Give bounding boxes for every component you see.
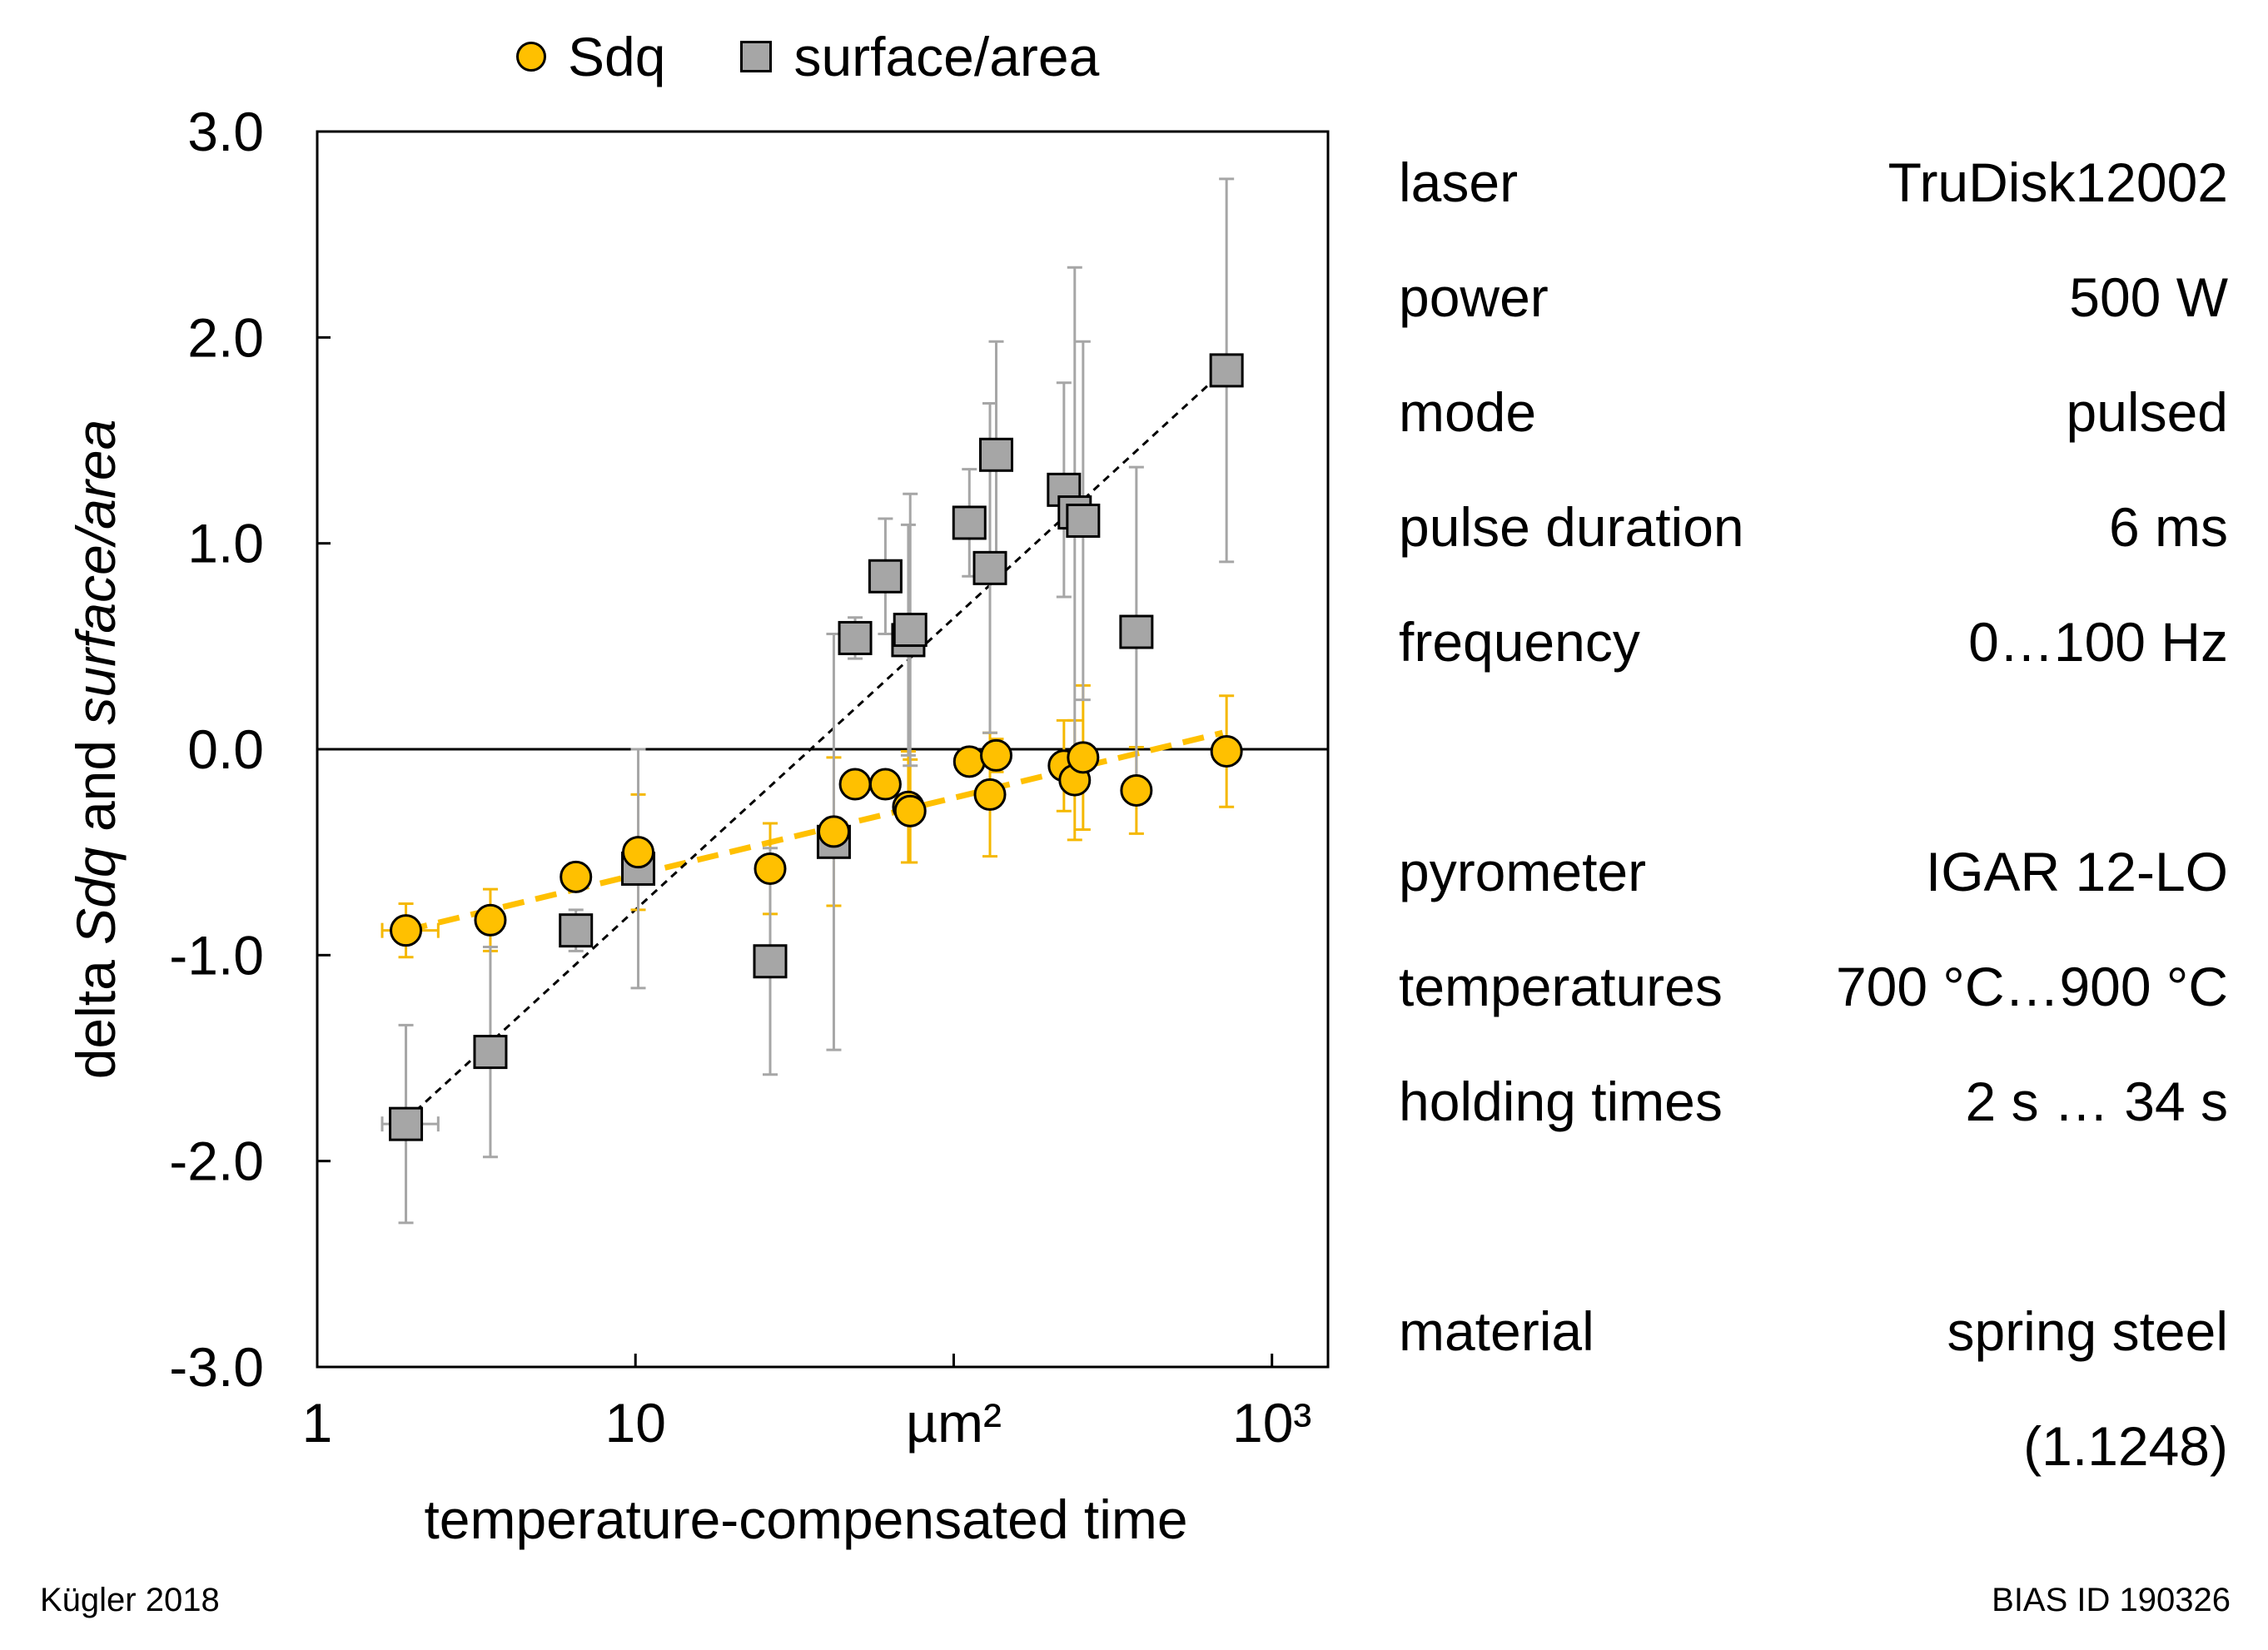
trend-line-sdq: [405, 729, 1224, 934]
legend-label-sdq: Sdq: [568, 26, 666, 87]
y-tick-label: -1.0: [169, 924, 264, 986]
info-row-material: material spring steel: [1399, 1274, 2228, 1389]
sdq-point: [754, 852, 787, 885]
info-value: 700 °C…900 °C: [1835, 956, 2228, 1017]
surface-area-point: [1066, 503, 1101, 538]
info-label: mode: [1399, 381, 1537, 443]
info-label: pulse duration: [1399, 496, 1744, 558]
info-row-material-number: (1.1248): [1399, 1389, 2228, 1503]
info-row-pulse-duration: pulse duration 6 ms: [1399, 470, 2228, 584]
info-label: material: [1399, 1300, 1594, 1362]
sdq-point: [622, 836, 655, 869]
info-value: 500 W: [2069, 266, 2228, 328]
surface-area-point: [838, 620, 873, 655]
footer-author: Kügler 2018: [40, 1582, 220, 1618]
info-row-temperatures: temperatures 700 °C…900 °C: [1399, 929, 2228, 1044]
y-axis-title: delta Sdq and surface/area: [65, 420, 127, 1080]
sdq-point: [1210, 734, 1243, 768]
info-value: 2 s … 34 s: [1965, 1071, 2228, 1132]
info-row-pyrometer: pyrometer IGAR 12-LO: [1399, 814, 2228, 929]
legend: Sdq surface/area: [516, 25, 1149, 88]
sdq-point: [952, 745, 986, 778]
scatter-chart: 3.0 2.0 1.0 0.0 -1.0 -2.0 -3.0 1 10 µm² 10³ tempera…: [65, 101, 1330, 1550]
trend-line-surface-area: [405, 367, 1228, 1121]
legend-square-marker: [740, 41, 773, 72]
y-tick-label: 1.0: [187, 513, 264, 574]
info-label: laser: [1399, 152, 1519, 213]
y-tick-label: 2.0: [187, 306, 264, 368]
surface-area-point: [979, 437, 1014, 472]
info-row-mode: mode pulsed: [1399, 355, 2228, 470]
x-axis-title: temperature-compensated time: [424, 1488, 1187, 1550]
sdq-point: [838, 768, 872, 801]
info-label: frequency: [1399, 611, 1640, 673]
surface-area-point: [1209, 353, 1244, 388]
surface-area-point: [389, 1106, 424, 1141]
sdq-point: [893, 794, 927, 827]
info-value: TruDisk12002: [1888, 152, 2228, 213]
y-axis-title-part: and: [65, 725, 127, 847]
legend-label-surface-area: surface/area: [793, 26, 1100, 87]
x-tick-label: 10³: [1232, 1392, 1311, 1454]
sdq-point: [817, 815, 850, 848]
x-tick-label: 10: [605, 1392, 666, 1454]
surface-area-point: [868, 559, 903, 594]
x-tick-label: µm²: [906, 1392, 1002, 1454]
footer-id: BIAS ID 190326: [1992, 1582, 2231, 1618]
y-tick-label: 3.0: [187, 101, 264, 162]
parameter-table: laser TruDisk12002 power 500 W mode puls…: [1399, 125, 2228, 1503]
info-value: (1.1248): [2023, 1415, 2228, 1477]
info-value: pulsed: [2066, 381, 2229, 443]
info-value: 0…100 Hz: [1968, 611, 2228, 673]
info-value: spring steel: [1947, 1300, 2228, 1362]
y-tick-label: -3.0: [169, 1336, 264, 1398]
y-tick-label: 0.0: [187, 718, 264, 780]
sdq-point: [980, 738, 1013, 772]
info-label: power: [1399, 266, 1549, 328]
sdq-point: [868, 768, 902, 801]
y-axis-title-part: delta: [65, 945, 127, 1079]
sdq-point: [1120, 773, 1153, 807]
sdq-point: [560, 860, 593, 893]
y-tick-label: -2.0: [169, 1131, 264, 1192]
info-value: 6 ms: [2108, 496, 2228, 558]
legend-circle-marker: [516, 42, 546, 72]
sdq-point: [390, 914, 423, 947]
info-label: holding times: [1399, 1071, 1723, 1132]
sdq-point: [1067, 741, 1100, 774]
sdq-point: [973, 778, 1007, 811]
surface-area-point: [473, 1035, 508, 1070]
surface-area-point: [1119, 614, 1154, 649]
info-spacer: [1399, 699, 2228, 814]
info-row-holding-times: holding times 2 s … 34 s: [1399, 1044, 2228, 1159]
sdq-point: [474, 903, 507, 937]
surface-area-point: [952, 505, 987, 540]
info-row-frequency: frequency 0…100 Hz: [1399, 584, 2228, 699]
info-spacer: [1399, 1159, 2228, 1274]
legend-item-surface-area: surface/area: [740, 25, 1099, 88]
info-label: temperatures: [1399, 956, 1723, 1017]
surface-area-point: [893, 613, 928, 648]
info-row-laser: laser TruDisk12002: [1399, 125, 2228, 240]
surface-area-point: [559, 913, 594, 948]
y-axis-title-part: surface/area: [65, 420, 127, 725]
y-axis-title-part: Sdq: [65, 847, 127, 945]
info-row-power: power 500 W: [1399, 240, 2228, 355]
legend-item-sdq: Sdq: [516, 25, 665, 88]
x-tick-label: 1: [302, 1392, 333, 1454]
info-value: IGAR 12-LO: [1925, 841, 2228, 902]
surface-area-point: [972, 550, 1007, 585]
surface-area-point: [753, 944, 788, 979]
info-label: pyrometer: [1399, 841, 1647, 902]
